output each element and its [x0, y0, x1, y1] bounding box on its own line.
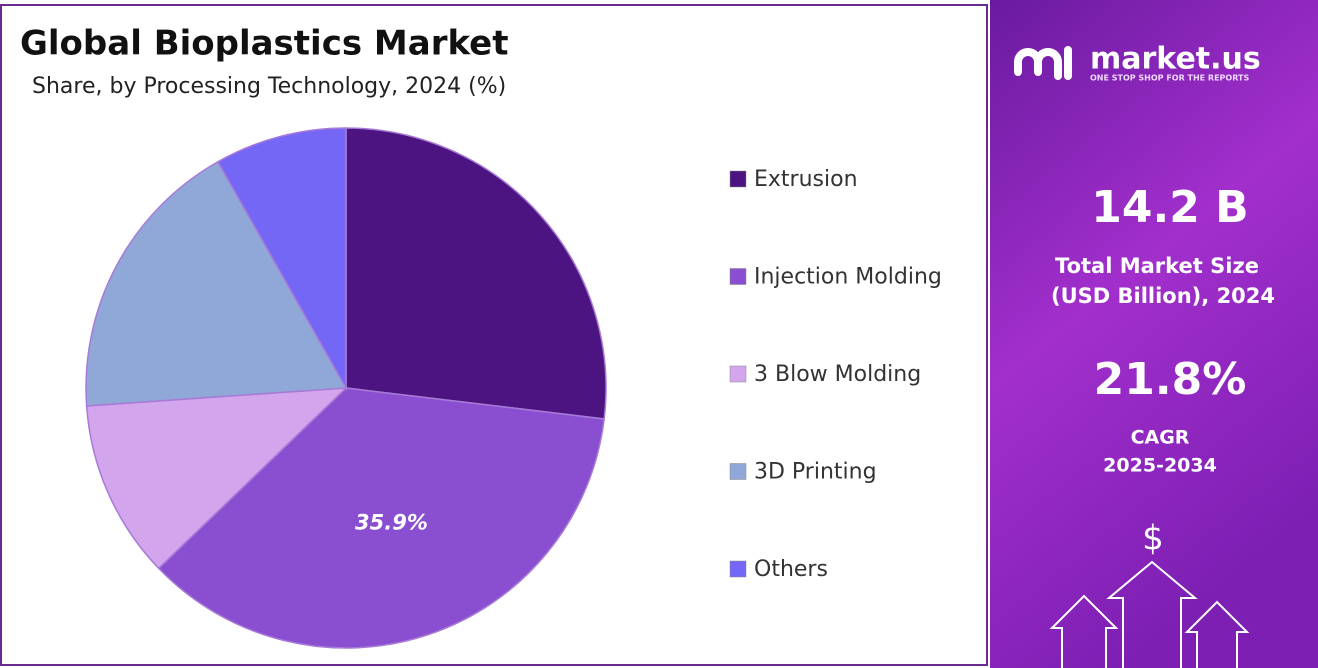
pie-slice	[345, 127, 607, 420]
market-size-label: Total Market Size	[1055, 254, 1259, 278]
legend-label: 3D Printing	[754, 460, 877, 485]
market-size-label: (USD Billion), 2024	[1051, 284, 1275, 308]
info-panel	[990, 0, 1318, 668]
legend-swatch	[729, 463, 747, 480]
pie-slice	[85, 387, 349, 570]
cagr-label: CAGR	[1131, 427, 1190, 449]
data-label: 35.9%	[355, 511, 428, 535]
legend-label: Others	[754, 557, 828, 582]
brand-tagline: ONE STOP SHOP FOR THE REPORTS	[1090, 74, 1249, 83]
cagr-period: 2025-2034	[1103, 455, 1217, 477]
legend-label: Extrusion	[754, 167, 858, 192]
legend-swatch	[729, 560, 747, 578]
pie-slice	[85, 160, 348, 407]
legend-swatch	[729, 365, 747, 383]
legend-label: Injection Molding	[754, 265, 942, 290]
brand-name: market.us	[1090, 42, 1261, 77]
legend-swatch	[729, 170, 747, 188]
market-size: 14.2 B	[1091, 182, 1248, 233]
pie: 35.9%	[85, 127, 607, 649]
cagr-value: 21.8%	[1094, 354, 1247, 405]
currency-icon: $	[1142, 519, 1164, 559]
legend: Extrusion Injection Molding 3 Blow Molding…	[729, 167, 942, 582]
pie-slice	[157, 387, 605, 649]
legend-label: 3 Blow Molding	[754, 362, 921, 387]
legend-swatch	[729, 268, 747, 285]
chart-subtitle: Share, by Processing Technology, 2024 (%…	[32, 74, 506, 99]
pie-slice	[216, 127, 347, 391]
chart-title: Global Bioplastics Market	[20, 24, 508, 64]
brand-logo	[1014, 46, 1072, 80]
growth-arrows	[1049, 560, 1250, 668]
